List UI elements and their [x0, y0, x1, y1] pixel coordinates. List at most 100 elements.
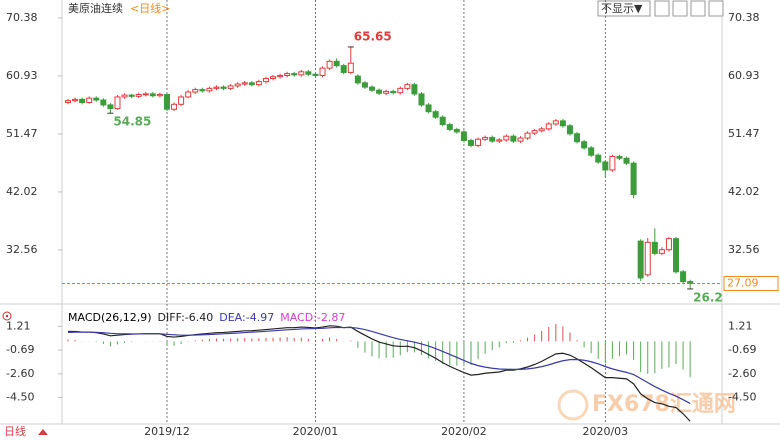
title: 美原油连续 [68, 1, 123, 15]
candle-body [354, 75, 361, 84]
y-tick-label: 32.56 [6, 243, 38, 256]
x-tick-label: 2020/02 [441, 425, 487, 438]
candle-body [524, 132, 531, 139]
candle-body [171, 103, 178, 110]
tool-button[interactable] [690, 0, 706, 17]
crosshair-icon-dot [5, 314, 9, 318]
price-annotation: 26.2 [693, 290, 723, 304]
candle-body [658, 249, 665, 254]
macd-line [68, 325, 691, 422]
candle-body [559, 120, 566, 127]
y-tick-label-right: 70.38 [728, 11, 760, 24]
candle-body [227, 85, 234, 89]
last-price-label: 27.09 [727, 276, 759, 289]
candle-body [665, 238, 672, 251]
candle-body [602, 161, 609, 171]
candle-body [340, 65, 347, 73]
candle-body [72, 98, 79, 102]
candle-body [644, 241, 651, 276]
candle-body [65, 100, 71, 103]
footer-arrow[interactable] [38, 429, 48, 435]
y-tick-label: 42.02 [6, 185, 38, 198]
hide-button[interactable] [597, 0, 651, 17]
candle-body [241, 82, 248, 85]
footer-period[interactable]: 日线 [4, 424, 26, 438]
candle-body [581, 141, 588, 149]
y-tick-label: -4.50 [6, 391, 34, 404]
candle-body [475, 138, 482, 146]
candle-body [531, 130, 538, 134]
candle-body [630, 162, 637, 195]
candle-body [588, 147, 595, 156]
y-tick-label: -2.60 [6, 367, 34, 380]
candle-body [390, 90, 397, 94]
candle-body [284, 73, 291, 76]
candle-body [510, 135, 517, 142]
candle-body [404, 84, 411, 89]
legend-value: -6.40 [184, 311, 214, 324]
candle-body [185, 91, 192, 98]
y-tick-label: 51.47 [6, 127, 38, 140]
candle-body [305, 71, 312, 75]
watermark-logo [557, 389, 589, 421]
x-tick-label: 2020/01 [293, 425, 339, 438]
candle-body [262, 78, 269, 83]
candle-body [213, 86, 220, 89]
candle-body [680, 271, 687, 283]
candle-body [489, 136, 496, 142]
candle-body [298, 71, 305, 76]
legend-name: DIFF [158, 311, 185, 324]
y-tick-label-right: 42.02 [728, 185, 760, 198]
crosshair-icon[interactable] [2, 311, 12, 321]
macd-line [67, 326, 691, 404]
candle-body [255, 81, 262, 86]
candle-body [128, 94, 135, 97]
candle-body [107, 104, 114, 110]
tool-button[interactable] [672, 0, 688, 17]
candle-body [446, 124, 453, 130]
candle-body [163, 93, 170, 110]
legend-entry: DIFF-6.40 [158, 311, 214, 324]
y-tick-label: 60.93 [6, 69, 38, 82]
legend-value: -2.87 [316, 311, 346, 324]
legend-entry: MACD-2.87 [280, 311, 345, 324]
candle-body [453, 128, 460, 133]
y-tick-label-right: 51.47 [728, 127, 760, 140]
legend-name: MACD [280, 311, 317, 324]
macd-title: MACD(26,12,9) [68, 311, 152, 324]
candle-body [156, 93, 163, 97]
macd-legend: MACD(26,12,9) DIFF-6.40 DEA-4.97 MACD-2.87 [68, 311, 345, 324]
candle-body [79, 98, 86, 103]
candle-body [616, 155, 623, 159]
candle-body [333, 60, 340, 67]
candle-body [149, 93, 156, 97]
candle-body [369, 86, 376, 91]
tool-button[interactable] [708, 0, 724, 17]
candle-body [517, 137, 524, 142]
candle-body [319, 67, 326, 76]
candle-body [687, 281, 694, 284]
x-tick-label: 2019/12 [144, 425, 190, 438]
candle-body [86, 97, 93, 103]
candle-body [114, 96, 121, 110]
tool-button[interactable] [654, 0, 670, 17]
candle-body [418, 93, 425, 106]
candle-body [552, 120, 559, 125]
candle-body [545, 123, 552, 130]
period-link[interactable]: <日线> [130, 1, 170, 15]
price-annotation: 54.85 [113, 115, 151, 129]
legend-value: -4.97 [245, 311, 275, 324]
candle-body [347, 62, 354, 73]
candle-body [609, 155, 616, 171]
candle-body [270, 76, 277, 80]
price-annotation: 65.65 [354, 29, 392, 43]
candle-body [93, 97, 100, 101]
last-price-box [723, 275, 779, 291]
candle-body [121, 94, 128, 98]
y-tick-label-right: 32.56 [728, 243, 760, 256]
hide-button-label[interactable]: 不显示▼ [601, 2, 643, 15]
candle-body [178, 96, 185, 105]
candle-body [277, 74, 284, 78]
